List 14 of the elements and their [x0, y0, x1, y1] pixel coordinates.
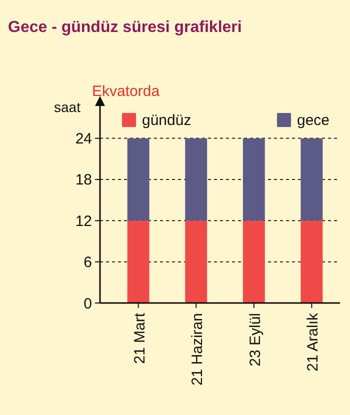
- chart-subtitle: Ekvatorda: [92, 83, 160, 100]
- chart-title: Gece - gündüz süresi grafikleri: [8, 19, 242, 36]
- y-tick-label: 6: [84, 254, 92, 272]
- y-tick-label: 24: [75, 130, 92, 148]
- x-tick-label: 21 Aralık: [304, 312, 322, 372]
- x-tick-label: 21 Haziran: [189, 313, 206, 386]
- y-tick-label: 0: [84, 295, 92, 312]
- y-tick-label: 18: [75, 172, 92, 189]
- legend-label: gece: [297, 112, 330, 129]
- legend-label: gündüz: [142, 112, 192, 129]
- y-axis-title: saat: [54, 99, 81, 115]
- x-tick-label: 23 Eylül: [246, 313, 264, 366]
- y-tick-label: 12: [75, 212, 92, 230]
- x-tick-label: 21 Mart: [131, 312, 148, 364]
